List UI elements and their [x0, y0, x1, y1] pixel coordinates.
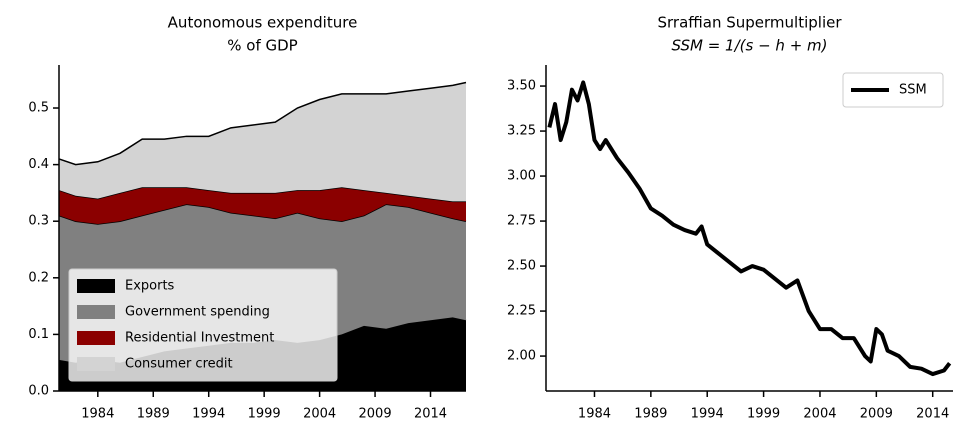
legend-swatch [77, 357, 115, 371]
x-tick-label: 2009 [359, 407, 392, 422]
chart-title: Srraffian Supermultiplier [657, 14, 842, 32]
chart-title: Autonomous expenditure [168, 14, 358, 32]
y-tick-label: 2.50 [507, 259, 536, 274]
y-tick-label: 2.00 [507, 349, 536, 364]
area [59, 82, 466, 202]
legend-label: Consumer credit [125, 357, 233, 372]
y-tick-label: 0.0 [28, 384, 49, 399]
chart-subtitle: SSM = 1/(s − h + m) [672, 37, 828, 55]
x-tick-label: 2009 [860, 407, 893, 422]
y-tick-label: 0.4 [28, 157, 49, 172]
legend-box [842, 72, 944, 108]
x-tick-label: 1999 [747, 407, 780, 422]
legend-label: Residential Investment [125, 331, 274, 346]
x-tick-label: 1999 [248, 407, 281, 422]
legend: Exports Government spending Residential In… [68, 268, 338, 382]
x-tick-label: 1989 [634, 407, 667, 422]
legend-swatch [77, 331, 115, 345]
area-edge [58, 81, 467, 166]
legend-box [68, 268, 338, 382]
x-tick-label: 1994 [192, 407, 225, 422]
x-tick-label: 2004 [803, 407, 836, 422]
y-tick-label: 0.1 [28, 327, 49, 342]
area-edge [58, 186, 466, 203]
chart-subtitle: % of GDP [227, 37, 297, 55]
x-tick-label: 1984 [81, 407, 114, 422]
x-tick-label: 1984 [578, 407, 611, 422]
line [547, 80, 952, 377]
x-tick-label: 1994 [691, 407, 724, 422]
y-tick-label: 0.5 [28, 101, 49, 116]
x-tick-label: 2014 [916, 407, 949, 422]
y-tick-label: 3.25 [507, 124, 536, 139]
x-tick-label: 2004 [303, 407, 336, 422]
legend-swatch [77, 305, 115, 319]
y-tick-label: 2.25 [507, 304, 536, 319]
legend-swatch [77, 279, 115, 293]
legend-label: Exports [125, 279, 175, 294]
legend-label: Government spending [125, 305, 270, 320]
area [59, 187, 466, 225]
x-tick-label: 1989 [137, 407, 170, 422]
y-tick-label: 3.50 [507, 79, 536, 94]
y-tick-label: 0.2 [28, 270, 49, 285]
y-tick-label: 3.00 [507, 169, 536, 184]
y-tick-label: 0.3 [28, 214, 49, 229]
legend-label: SSM [899, 83, 927, 98]
legend: SSM [842, 72, 944, 108]
x-tick-label: 2014 [414, 407, 447, 422]
y-tick-label: 2.75 [507, 214, 536, 229]
